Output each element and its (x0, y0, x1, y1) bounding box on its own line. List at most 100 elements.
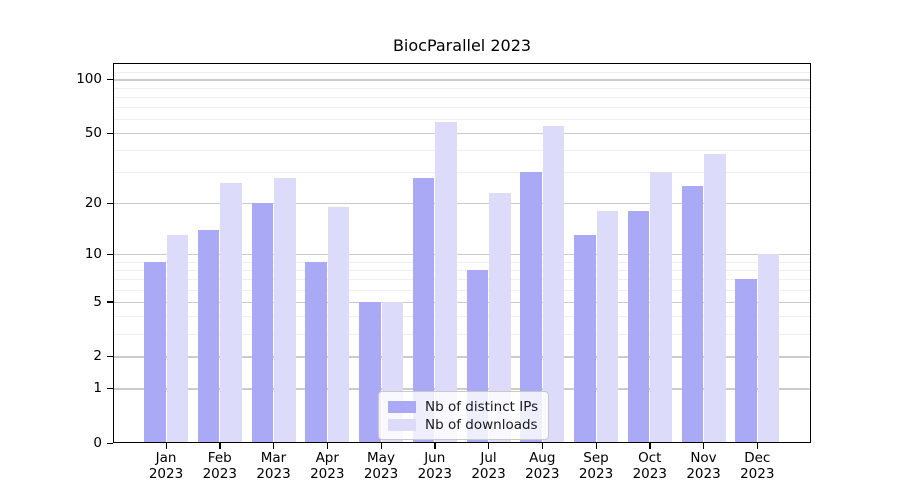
gridlines-layer (113, 63, 811, 443)
x-tick-month-jun: Jun (424, 450, 446, 466)
legend-swatch-ips (388, 400, 416, 413)
bar-downloads-sep (596, 210, 618, 443)
x-tick-jan (165, 443, 167, 449)
bar-ips-oct (627, 210, 650, 443)
x-tick-year-apr: 2023 (310, 465, 345, 482)
x-tick-label-sep: Sep 2023 (566, 450, 626, 482)
bar-downloads-jul (489, 192, 511, 443)
x-tick-mar (273, 443, 275, 449)
bar-ips-aug (520, 172, 542, 443)
x-tick-month-jul: Jul (480, 450, 497, 466)
bar-downloads-feb (220, 183, 242, 443)
y-tick-label-100: 100 (76, 71, 102, 88)
x-tick-month-may: May (367, 450, 395, 466)
x-tick-label-may: May 2023 (351, 450, 411, 482)
x-tick-year-jul: 2023 (471, 465, 506, 482)
bar-downloads-aug (542, 125, 565, 443)
bar-ips-may (359, 301, 381, 443)
gridline-minor-7 (113, 279, 811, 281)
legend: Nb of distinct IPs Nb of downloads (378, 391, 550, 440)
x-tick-month-apr: Apr (315, 450, 339, 466)
gridline-minor-70 (113, 107, 811, 109)
bar-ips-jun (412, 177, 435, 443)
x-tick-month-dec: Dec (744, 450, 771, 466)
gridline-minor-6 (113, 289, 811, 291)
gridline-minor-110 (113, 71, 811, 73)
x-tick-year-oct: 2023 (632, 465, 667, 482)
x-tick-jul (488, 443, 490, 449)
bar-ips-feb (197, 229, 220, 443)
x-tick-month-feb: Feb (207, 450, 232, 466)
x-tick-apr (326, 443, 329, 449)
bar-downloads-oct (650, 172, 672, 443)
gridline-minor-8 (113, 269, 811, 271)
bar-ips-sep (574, 235, 596, 443)
x-tick-month-aug: Aug (529, 450, 556, 466)
gridline-major-100 (113, 79, 811, 81)
gridline-major-50 (113, 133, 811, 135)
x-tick-month-mar: Mar (260, 450, 287, 466)
bar-downloads-jan (166, 235, 188, 443)
x-tick-label-mar: Mar 2023 (244, 450, 304, 482)
gridline-major-2 (113, 356, 811, 358)
y-tick-1 (106, 387, 113, 390)
x-tick-label-apr: Apr 2023 (297, 450, 357, 482)
x-tick-aug (541, 443, 544, 449)
legend-label-ips: Nb of distinct IPs (425, 398, 539, 415)
bar-downloads-apr (327, 206, 350, 443)
y-tick-label-50: 50 (84, 125, 102, 142)
gridline-minor-4 (113, 316, 811, 318)
gridline-minor-60 (113, 119, 811, 121)
gridline-major-20 (113, 203, 811, 205)
x-tick-label-aug: Aug 2023 (512, 450, 572, 482)
x-tick-year-aug: 2023 (525, 465, 560, 482)
y-tick-label-10: 10 (84, 246, 102, 263)
legend-swatch-downloads (388, 418, 416, 431)
bar-ips-apr (305, 261, 327, 443)
y-tick-10 (106, 253, 113, 255)
y-tick-label-2: 2 (93, 348, 102, 365)
chart-title: BiocParallel 2023 (392, 36, 532, 55)
y-tick-label-0: 0 (93, 435, 102, 451)
x-tick-jun (434, 443, 436, 449)
x-tick-month-nov: Nov (690, 450, 717, 466)
x-tick-year-sep: 2023 (578, 465, 614, 482)
x-tick-label-jul: Jul 2023 (459, 450, 519, 482)
x-tick-may (380, 443, 382, 449)
x-tick-month-sep: Sep (583, 450, 609, 466)
bar-ips-mar (251, 203, 273, 443)
bar-ips-nov (681, 186, 703, 443)
x-tick-nov (703, 443, 705, 449)
x-tick-year-nov: 2023 (686, 465, 721, 482)
y-tick-label-20: 20 (84, 195, 102, 212)
y-tick-2 (106, 355, 113, 358)
bar-ips-dec (735, 279, 757, 443)
bar-downloads-mar (274, 177, 296, 443)
x-tick-dec (756, 443, 759, 449)
y-tick-0 (106, 442, 113, 444)
bar-ips-jan (144, 261, 166, 443)
x-tick-year-mar: 2023 (256, 465, 291, 482)
x-tick-year-may: 2023 (363, 465, 399, 482)
x-tick-year-feb: 2023 (202, 465, 237, 482)
x-tick-month-jan: Jan (155, 450, 177, 466)
gridline-major-5 (113, 301, 811, 303)
bar-downloads-jun (435, 121, 457, 443)
gridline-minor-3 (113, 333, 811, 335)
y-tick-label-5: 5 (93, 293, 102, 310)
y-tick-5 (106, 301, 113, 303)
x-tick-year-dec: 2023 (740, 465, 775, 482)
bar-downloads-dec (757, 254, 780, 443)
gridline-minor-80 (113, 96, 811, 98)
y-tick-50 (106, 132, 113, 134)
gridline-minor-30 (113, 172, 811, 174)
gridline-major-10 (113, 254, 811, 256)
bar-downloads-nov (704, 154, 726, 443)
x-tick-sep (595, 443, 597, 449)
legend-row-downloads: Nb of downloads (388, 416, 538, 433)
gridline-major-1 (113, 388, 811, 390)
x-tick-label-dec: Dec 2023 (727, 450, 787, 482)
x-tick-year-jan: 2023 (148, 465, 184, 482)
x-tick-label-jun: Jun 2023 (405, 450, 465, 482)
